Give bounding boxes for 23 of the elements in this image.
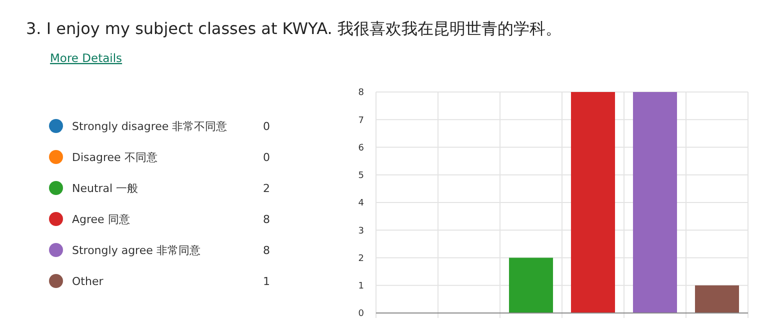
y-tick-label: 2: [358, 254, 364, 264]
text: 1: [263, 275, 270, 288]
text: 2: [263, 182, 270, 195]
text: 0: [263, 151, 270, 164]
chart-title: 3. I enjoy my subject classes at KWYA. 我很喜欢我在昆明世青的学科。: [26, 19, 562, 38]
text: 8: [263, 213, 270, 226]
legend-label: Agree 同意: [72, 213, 130, 226]
y-tick-label: 5: [358, 171, 364, 182]
text: 8: [263, 244, 270, 257]
legend-label: Neutral 一般: [72, 182, 138, 195]
legend-label: Strongly disagree 非常不同意: [72, 120, 228, 133]
y-tick-label: 1: [358, 282, 364, 292]
legend-label: Strongly agree 非常同意: [72, 244, 200, 257]
legend-label: Other: [72, 275, 104, 288]
text: More Details: [50, 51, 122, 65]
y-tick-label: 4: [358, 198, 364, 209]
y-tick-label: 8: [358, 88, 364, 98]
y-tick-label: 7: [358, 116, 364, 126]
y-tick-label: 0: [358, 309, 364, 320]
y-tick-label: 6: [358, 143, 364, 154]
legend-label: Disagree 不同意: [72, 151, 158, 164]
text: 0: [263, 120, 270, 133]
y-tick-label: 3: [358, 226, 364, 236]
